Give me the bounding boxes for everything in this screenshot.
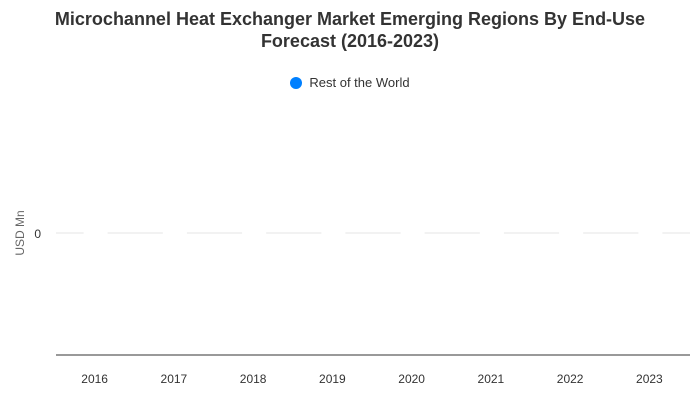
chart-title-line-1: Microchannel Heat Exchanger Market Emerg… <box>54 9 646 29</box>
x-tick-label-2019: 2019 <box>319 372 346 386</box>
x-tick-label-2018: 2018 <box>240 372 267 386</box>
chart-title-line-2: Forecast (2016-2023) <box>260 31 440 51</box>
legend-marker-icon <box>290 76 303 89</box>
legend-label: Rest of the World <box>309 75 410 90</box>
y-axis-title: USD Mn <box>13 210 27 255</box>
chart-title: Microchannel Heat Exchanger Market Emerg… <box>0 8 700 52</box>
x-tick-label-2020: 2020 <box>398 372 425 386</box>
x-tick-label-2016: 2016 <box>81 372 108 386</box>
x-tick-label-2017: 2017 <box>161 372 188 386</box>
y-tick-label: 0 <box>34 227 41 241</box>
chart-legend: Rest of the World <box>0 75 700 90</box>
x-tick-label-2023: 2023 <box>636 372 663 386</box>
x-tick-label-2022: 2022 <box>557 372 584 386</box>
x-tick-label-2021: 2021 <box>478 372 505 386</box>
legend-item-rest-of-the-world[interactable]: Rest of the World <box>290 75 410 90</box>
